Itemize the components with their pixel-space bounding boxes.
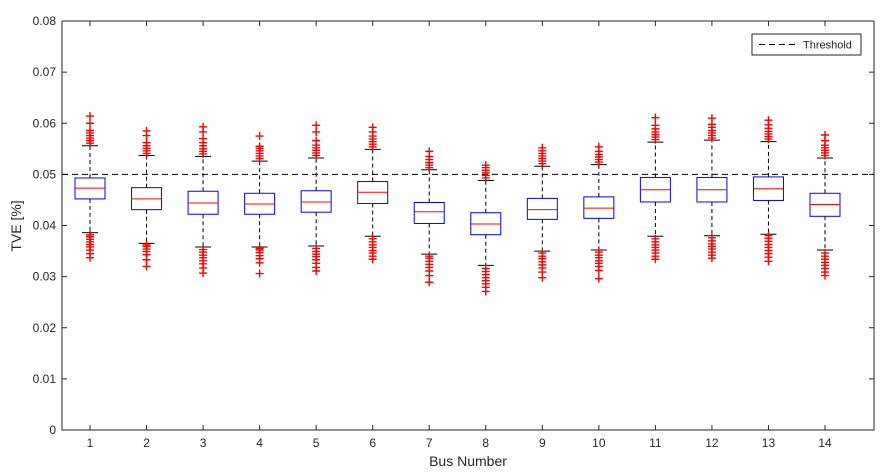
box-6 [357,123,389,264]
legend-threshold-label: Threshold [803,40,852,52]
y-tick-label: 0.06 [33,116,57,130]
box-10 [583,142,615,283]
y-axis-label: TVE [%] [8,200,24,251]
x-tick-label: 1 [87,436,94,450]
outlier-marker [255,269,264,278]
outlier-marker [821,131,829,140]
y-tick-label: 0.01 [33,372,57,386]
outlier-marker [142,138,151,147]
outlier-marker [86,230,94,239]
box-1 [74,112,106,262]
outlier-marker [312,121,321,130]
outlier-marker [368,123,377,132]
x-tick-label: 4 [256,436,263,450]
outlier-marker [594,142,603,151]
y-tick-label: 0.08 [33,14,57,28]
box-5 [300,121,332,276]
outlier-marker [481,161,490,170]
x-tick-label: 6 [369,436,376,450]
box-9 [526,143,558,282]
outlier-marker [764,116,773,125]
box-4 [244,132,276,278]
outlier-marker [312,136,321,145]
y-tick-label: 0 [49,423,56,437]
box-2 [131,126,163,271]
x-axis-label: Bus Number [429,453,507,469]
box-11 [639,113,671,264]
outlier-marker [651,113,660,122]
outlier-marker [255,244,264,253]
x-tick-label: 7 [426,436,433,450]
outlier-marker [142,126,151,135]
outlier-marker [199,245,208,254]
box-7 [413,147,445,287]
box-series [74,112,841,296]
outlier-marker [821,249,829,258]
box-13 [752,116,784,266]
legend-box [751,33,862,56]
box-3 [187,122,219,278]
outlier-marker [594,274,603,283]
y-tick-label: 0.02 [33,321,57,335]
outlier-marker [86,119,94,128]
y-tick-label: 0.07 [33,65,57,79]
x-tick-label: 11 [649,436,662,450]
outlier-marker [255,132,264,141]
y-tick-label: 0.04 [33,219,57,233]
outlier-marker [312,244,321,253]
outlier-marker [86,126,94,135]
x-tick-label: 12 [705,436,719,450]
x-tick-label: 3 [200,436,207,450]
box-14 [809,131,841,280]
outlier-marker [707,114,716,123]
y-tick-label: 0.03 [33,270,57,284]
outlier-marker [481,264,490,273]
box-12 [696,114,728,263]
iqr-box [583,196,615,219]
outlier-marker [707,233,716,242]
y-tick-label: 0.05 [33,167,57,181]
outlier-marker [86,112,94,121]
outlier-marker [651,121,660,130]
iqr-box [413,201,445,224]
plot-area [61,20,875,431]
outlier-marker [425,147,434,156]
outlier-marker [538,143,547,152]
y-axis: 0 0.01 0.02 0.03 0.04 0.05 0.06 0.07 0.08 [33,14,874,437]
outlier-marker [425,252,434,261]
outlier-marker [594,248,603,257]
outlier-marker [651,234,660,243]
outlier-marker [255,142,264,151]
iqr-box [526,197,558,220]
x-tick-label: 5 [313,436,320,450]
x-tick-label: 9 [539,436,546,450]
box-8 [470,161,502,296]
legend: Threshold [751,33,862,56]
iqr-box [300,190,332,213]
outlier-marker [199,122,208,131]
x-tick-label: 14 [818,436,832,450]
outlier-marker [142,240,151,249]
x-tick-label: 2 [143,436,150,450]
outlier-marker [538,249,547,258]
outlier-marker [764,231,773,240]
outlier-marker [368,234,377,243]
x-tick-label: 8 [482,436,489,450]
x-tick-label: 13 [762,436,776,450]
x-tick-label: 10 [592,436,606,450]
x-axis: 1 2 3 4 5 6 7 8 9 10 11 12 13 14 [87,21,832,450]
